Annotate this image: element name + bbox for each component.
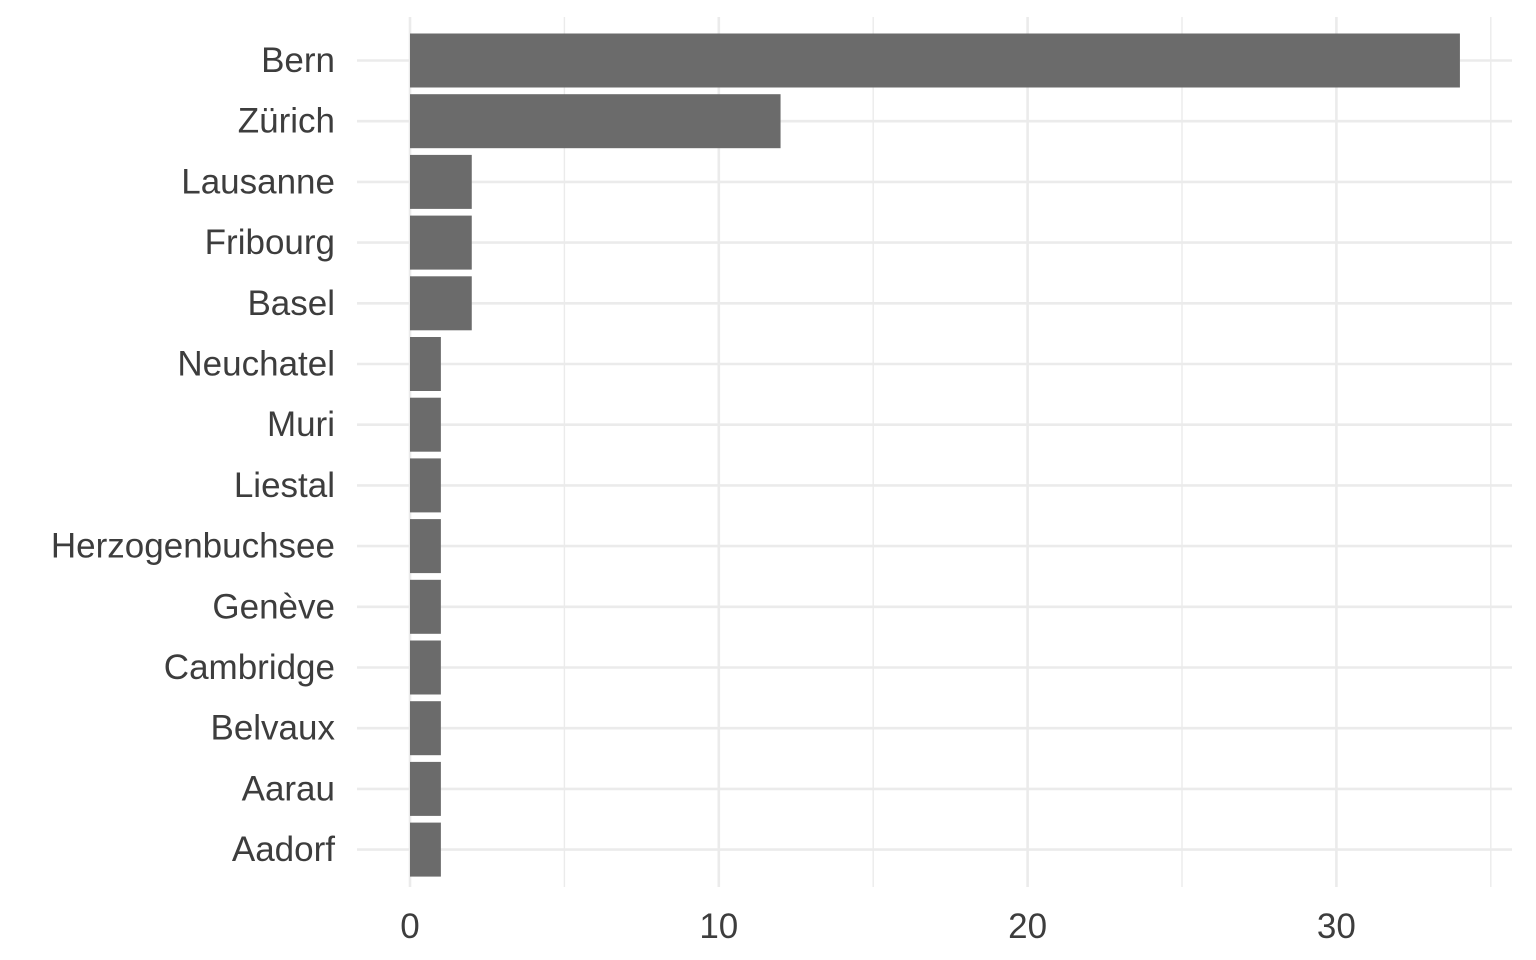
category-label: Genève [212, 587, 335, 626]
category-label: Bern [261, 41, 335, 80]
bar-muri [410, 397, 441, 452]
bar-aarau [410, 761, 441, 816]
bar-gen-ve [410, 579, 441, 634]
category-label: Basel [247, 284, 335, 323]
bar-bern [410, 33, 1460, 88]
x-tick-label: 30 [1317, 907, 1356, 946]
x-tick-labels: 0 10 20 30 [400, 907, 1356, 946]
bar-belvaux [410, 701, 441, 756]
category-label: Belvaux [210, 709, 335, 748]
bar-fribourg [410, 215, 472, 270]
x-tick-label: 20 [1008, 907, 1047, 946]
category-label: Aadorf [232, 830, 335, 869]
category-label: Neuchatel [177, 345, 335, 384]
bar-basel [410, 276, 472, 331]
bar-lausanne [410, 154, 472, 209]
bars [410, 33, 1460, 877]
bar-cambridge [410, 640, 441, 695]
category-label: Aarau [242, 769, 335, 808]
bar-liestal [410, 458, 441, 513]
grid-lines [357, 17, 1512, 887]
bar-z-rich [410, 94, 781, 149]
x-tick-label: 10 [699, 907, 738, 946]
x-tick-label: 0 [400, 907, 419, 946]
bar-aadorf [410, 822, 441, 877]
bar-herzogenbuchsee [410, 519, 441, 574]
category-label: Cambridge [164, 648, 335, 687]
category-label: Lausanne [181, 162, 335, 201]
bar-neuchatel [410, 337, 441, 391]
category-label: Fribourg [205, 223, 335, 262]
category-label: Zürich [238, 102, 335, 141]
category-label: Muri [267, 405, 335, 444]
category-labels: Bern Zürich Lausanne Fribourg Basel Neuchatel… [51, 41, 336, 869]
category-label: Liestal [234, 466, 335, 505]
category-label: Herzogenbuchsee [51, 527, 335, 566]
